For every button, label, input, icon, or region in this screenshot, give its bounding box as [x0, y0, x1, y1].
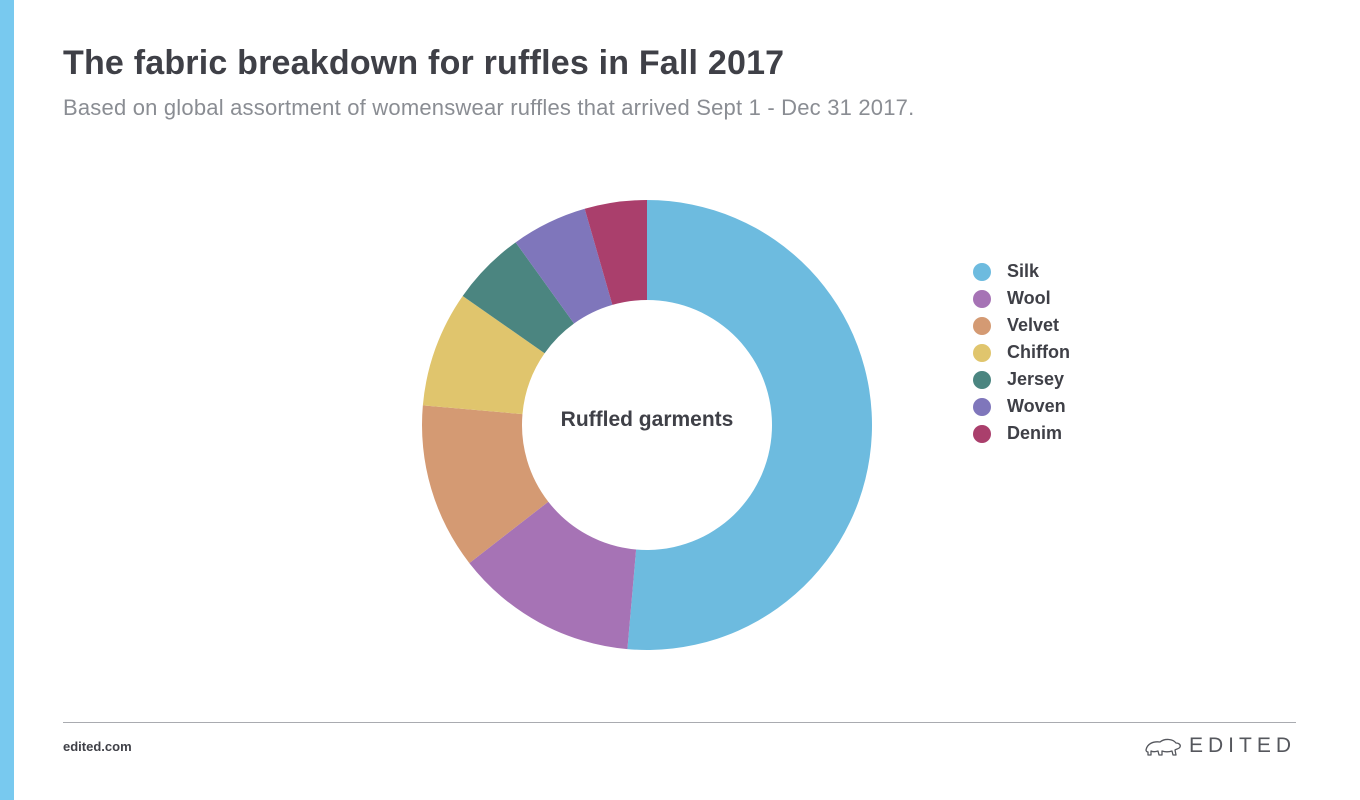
chart-subtitle: Based on global assortment of womenswear… [63, 95, 915, 120]
chart-title: The fabric breakdown for ruffles in Fall… [63, 44, 785, 82]
slice-wool [469, 501, 637, 650]
legend-label: Jersey [1007, 369, 1065, 389]
slice-velvet [422, 405, 549, 564]
legend-item-jersey: Jersey [973, 366, 1070, 393]
legend-label: Woven [1007, 396, 1066, 416]
slice-silk [627, 200, 872, 650]
polar-bear-icon [1145, 738, 1181, 756]
slice-jersey [462, 242, 575, 354]
legend-swatch [973, 316, 991, 335]
slice-denim [584, 200, 647, 305]
legend-item-chiffon: Chiffon [973, 339, 1070, 366]
legend-item-denim: Denim [973, 420, 1070, 447]
slice-chiffon [422, 295, 545, 415]
legend-item-silk: Silk [973, 258, 1070, 285]
legend-label: Silk [1007, 261, 1040, 281]
donut-center-label: Ruffled garments [560, 408, 734, 431]
legend-swatch [973, 289, 991, 308]
legend-swatch [973, 424, 991, 443]
legend-swatch [973, 397, 991, 416]
legend-item-wool: Wool [973, 285, 1070, 312]
slice-woven [515, 208, 613, 324]
footer-site-link[interactable]: edited.com [63, 739, 132, 754]
legend-label: Velvet [1007, 315, 1060, 335]
legend-swatch [973, 343, 991, 362]
legend-swatch [973, 370, 991, 389]
footer-divider [63, 722, 1296, 723]
legend-item-woven: Woven [973, 393, 1070, 420]
legend-label: Denim [1007, 423, 1063, 443]
brand-wordmark: EDITED [1188, 734, 1296, 757]
donut-chart [422, 200, 872, 650]
accent-side-bar [0, 0, 14, 800]
legend-item-velvet: Velvet [973, 312, 1070, 339]
legend-swatch [973, 262, 991, 281]
chart-legend: Silk Wool Velvet Chiffon Jersey Woven Denim [973, 258, 1070, 447]
brand-logo: EDITED [1143, 734, 1296, 758]
legend-label: Chiffon [1007, 342, 1070, 362]
legend-label: Wool [1007, 288, 1051, 308]
